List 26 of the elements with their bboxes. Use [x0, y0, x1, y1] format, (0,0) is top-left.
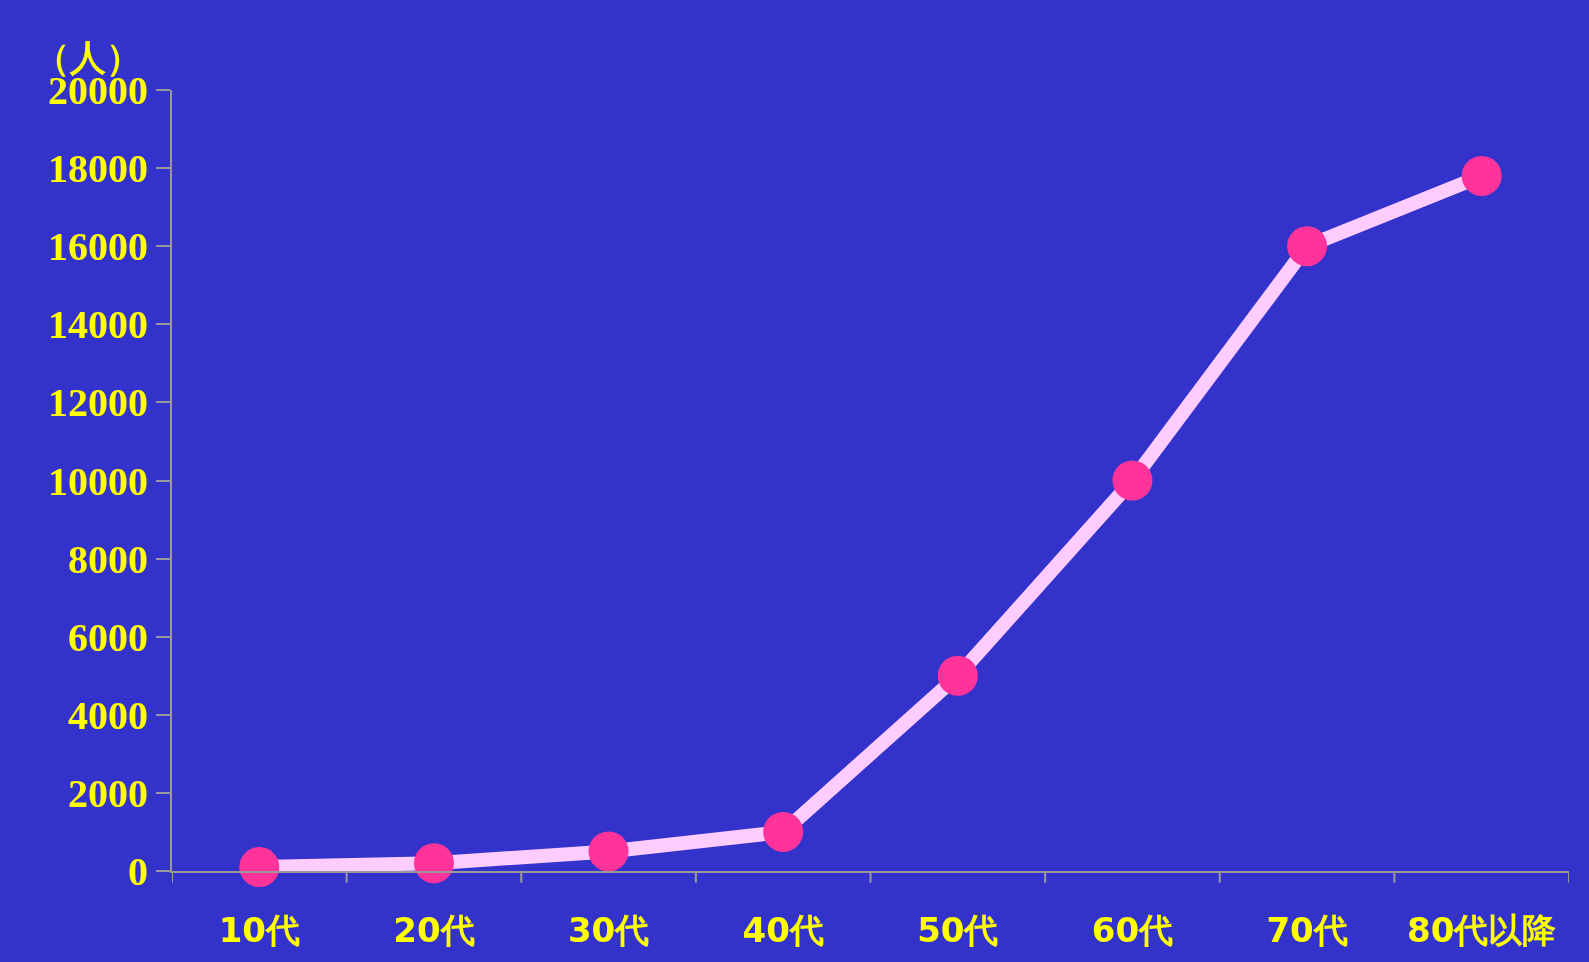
y-tick-label: 4000: [68, 692, 148, 738]
x-tick-label: 30代: [567, 909, 650, 950]
x-tick-label: 60代: [1091, 909, 1174, 950]
y-tick-label: 6000: [68, 614, 148, 660]
point: [588, 831, 629, 872]
x-tick-label: 50代: [917, 909, 999, 950]
x-tick-label: 40代: [742, 909, 824, 950]
point: [1112, 460, 1153, 501]
y-tick-label: 0: [128, 849, 148, 894]
y-tick-label: 10000: [48, 458, 148, 504]
y-tick-label: 16000: [48, 224, 148, 270]
x-tick-label: 10代: [218, 909, 300, 950]
x-tick-label: 70代: [1266, 909, 1348, 950]
point: [937, 655, 978, 696]
x-tick-label: 20代: [393, 909, 475, 950]
y-tick-label: 8000: [68, 536, 148, 582]
x-tick-label: 80代以降: [1407, 909, 1557, 950]
point: [1461, 155, 1502, 196]
point: [763, 811, 804, 852]
point: [1287, 226, 1328, 267]
y-tick-label: 2000: [68, 770, 148, 816]
point: [239, 847, 280, 888]
point: [413, 843, 454, 884]
y-tick-label: 14000: [48, 302, 148, 348]
y-tick-label: 12000: [48, 380, 148, 426]
y-tick-label: 18000: [48, 146, 148, 192]
